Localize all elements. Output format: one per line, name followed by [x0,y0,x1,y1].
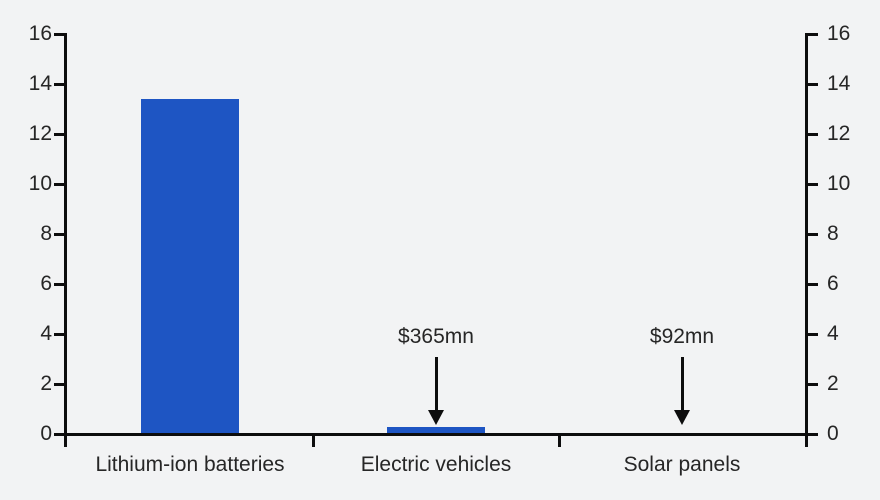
y-axis-tick-label-left: 12 [28,122,52,145]
y-axis-tick-left [54,233,67,236]
y-axis-tick-label-right: 10 [827,172,851,195]
x-axis-category-label: Solar panels [623,453,741,476]
y-axis-tick-label-right: 16 [827,22,851,45]
y-axis-tick-right [805,433,818,436]
annotation-arrow-head [428,410,444,425]
y-axis-tick-right [805,233,818,236]
y-axis-tick-left [54,83,67,86]
y-axis-tick-right [805,283,818,286]
y-axis-tick-label-left: 16 [28,22,52,45]
y-axis-tick-label-left: 0 [40,422,52,445]
y-axis-tick-label-right: 12 [827,122,851,145]
y-axis-tick-left [54,33,67,36]
y-axis-tick-label-right: 0 [827,422,839,445]
y-axis-tick-right [805,183,818,186]
y-axis-tick-left [54,183,67,186]
y-axis-tick-label-left: 14 [28,72,52,95]
annotation-label: $365mn [398,325,474,348]
bar-lithium-ion-batteries [141,98,239,436]
annotation-arrow-head [674,410,690,425]
y-axis-tick-label-right: 4 [827,322,839,345]
y-axis-tick-label-right: 2 [827,372,839,395]
annotation-arrow-shaft [680,357,684,410]
y-axis-tick-left [54,283,67,286]
y-axis-right-line [805,33,808,447]
annotation-label: $92mn [649,325,715,348]
y-axis-tick-right [805,133,818,136]
x-axis-tick [557,433,561,447]
y-axis-tick-label-left: 10 [28,172,52,195]
x-axis-line [64,433,808,436]
y-axis-tick-label-right: 8 [827,222,839,245]
y-axis-tick-label-right: 14 [827,72,851,95]
y-axis-tick-left [54,333,67,336]
bar-electric-vehicles [387,426,485,436]
x-axis-category-label: Lithium-ion batteries [95,453,285,476]
y-axis-left-line [64,33,67,447]
y-axis-tick-right [805,33,818,36]
y-axis-tick-label-right: 6 [827,272,839,295]
y-axis-tick-label-left: 4 [40,322,52,345]
x-axis-tick [311,433,315,447]
y-axis-tick-label-left: 6 [40,272,52,295]
y-axis-tick-right [805,83,818,86]
plot-area: 0 0 2 2 4 4 6 6 8 8 10 10 12 12 14 14 16 16 Lithium-ion ba… [29,23,851,477]
x-axis-category-label: Electric vehicles [360,453,512,476]
y-axis-tick-right [805,383,818,386]
y-axis-tick-label-left: 2 [40,372,52,395]
annotation-arrow-shaft [434,357,438,410]
y-axis-tick-left [54,383,67,386]
y-axis-tick-right [805,333,818,336]
y-axis-tick-label-left: 8 [40,222,52,245]
y-axis-tick-left [54,433,67,436]
y-axis-tick-left [54,133,67,136]
